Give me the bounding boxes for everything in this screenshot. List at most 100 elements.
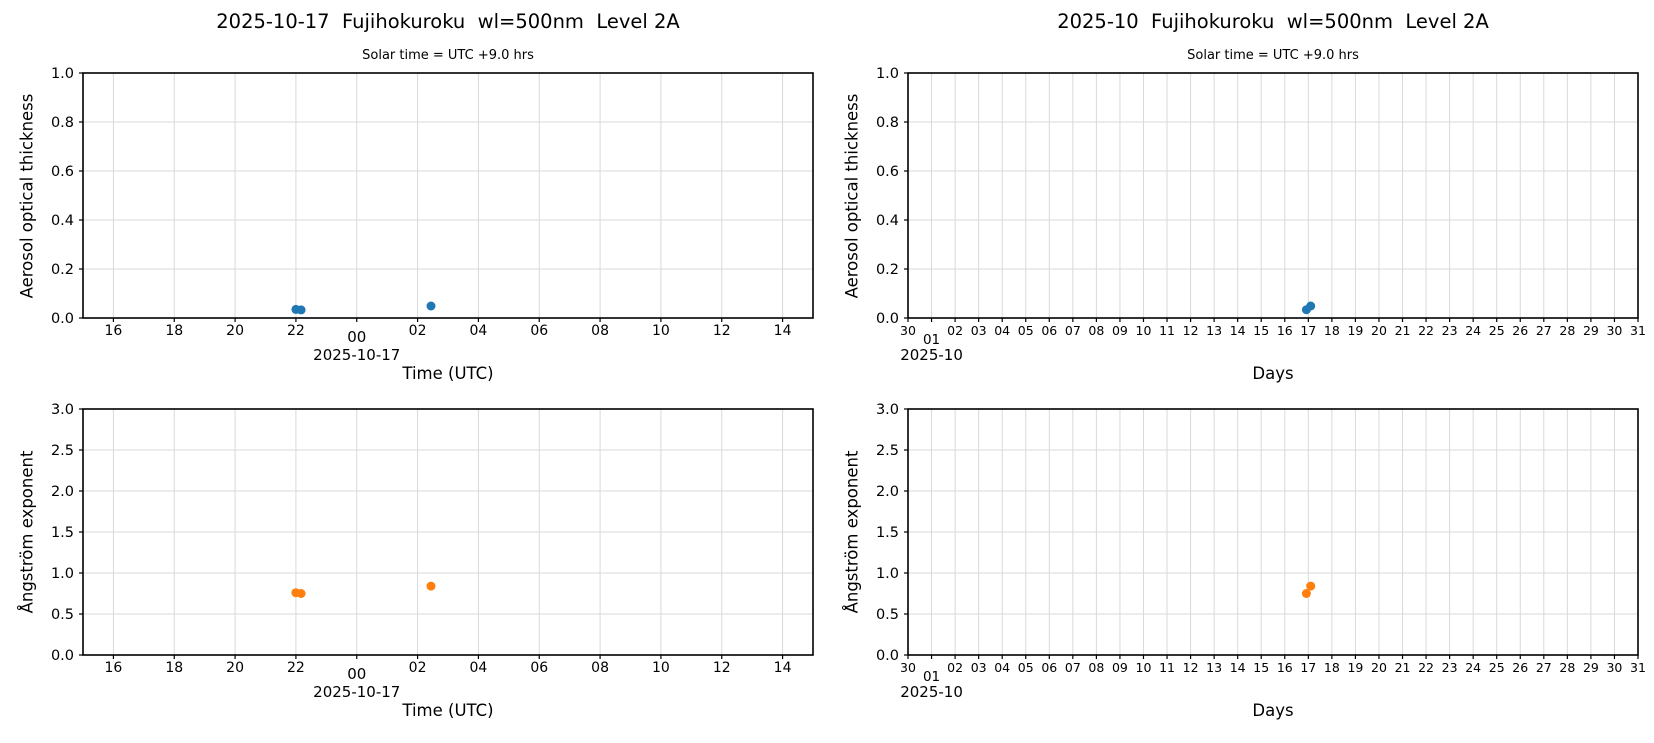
svg-text:1.0: 1.0 [876,66,899,82]
svg-text:18: 18 [165,323,183,339]
svg-text:22: 22 [287,323,305,339]
svg-text:0.8: 0.8 [51,115,74,131]
axis-tick-labels: 30 01 02 03 04 05 06 07 08 09 10 11 12 13 14 15 16 17 18 19… [876,402,1646,701]
svg-text:13: 13 [1206,323,1222,338]
data-points [1301,301,1316,315]
plot-border [907,408,1639,656]
svg-text:26: 26 [1512,323,1528,338]
svg-text:14: 14 [1230,660,1246,675]
svg-text:0.8: 0.8 [876,115,899,131]
svg-text:2.5: 2.5 [51,443,74,459]
svg-text:1.0: 1.0 [51,566,74,582]
svg-text:11: 11 [1159,660,1175,675]
svg-text:04: 04 [470,660,488,676]
x-axis-label: Time (UTC) [402,364,494,383]
svg-text:28: 28 [1559,323,1575,338]
svg-text:21: 21 [1395,660,1411,675]
svg-text:18: 18 [1324,323,1340,338]
svg-text:31: 31 [1630,660,1646,675]
svg-text:19: 19 [1347,660,1363,675]
grid-lines [907,72,1639,319]
svg-text:08: 08 [591,323,609,339]
plot-area-aot-daily: 16 18 20 22 00 02 04 06 08 10 12 14 0.0 0.2 0.4 0.6 0.8 1… [51,66,814,364]
data-points [291,581,436,598]
svg-text:30: 30 [900,660,916,675]
plot-area-angstrom-monthly: 30 01 02 03 04 05 06 07 08 09 10 11 12 13 14 15 16 17 18 19… [876,402,1646,701]
svg-text:25: 25 [1489,660,1505,675]
svg-text:02: 02 [947,660,963,675]
svg-text:20: 20 [1371,323,1387,338]
svg-text:22: 22 [1418,660,1434,675]
axis-tick-marks [904,408,1639,659]
svg-text:20: 20 [1371,660,1387,675]
svg-text:15: 15 [1253,660,1269,675]
x-axis-label: Days [1252,364,1294,383]
svg-text:0.6: 0.6 [51,164,74,180]
data-point [1306,301,1316,311]
svg-text:31: 31 [1630,323,1646,338]
svg-text:10: 10 [652,323,670,339]
plot-area-angstrom-daily: 16 18 20 22 00 02 04 06 08 10 12 14 0.0 0.5 1.0 1.5 2.0 2… [51,402,814,701]
data-point [296,305,306,315]
axis-tick-labels: 16 18 20 22 00 02 04 06 08 10 12 14 0.0 0.2 0.4 0.6 0.8 1… [51,66,792,364]
data-point [1306,581,1316,591]
svg-text:12: 12 [1183,323,1199,338]
svg-text:13: 13 [1206,660,1222,675]
svg-text:01: 01 [923,332,940,348]
svg-text:29: 29 [1583,660,1599,675]
svg-text:26: 26 [1512,660,1528,675]
svg-text:24: 24 [1465,660,1481,675]
svg-text:3.0: 3.0 [51,402,74,418]
svg-text:10: 10 [1136,660,1152,675]
y-axis-label: Ångström exponent [842,450,862,614]
plot-title: 2025-10-17 Fujihokuroku wl=500nm Level 2… [216,10,680,33]
data-points [1301,581,1316,598]
svg-text:30: 30 [900,323,916,338]
axis-tick-labels: 16 18 20 22 00 02 04 06 08 10 12 14 0.0 0.5 1.0 1.5 2.0 2… [51,402,792,701]
svg-text:2025-10: 2025-10 [900,346,963,364]
x-axis-label: Days [1252,701,1294,720]
plot-area-aot-monthly: 30 01 02 03 04 05 06 07 08 09 10 11 12 13 14 15 16 17 18 19… [876,66,1646,364]
svg-text:07: 07 [1065,323,1081,338]
svg-text:23: 23 [1442,323,1458,338]
svg-text:1.5: 1.5 [51,525,74,541]
grid-lines [907,408,1639,656]
svg-text:05: 05 [1018,323,1034,338]
axis-tick-marks [79,72,784,322]
svg-text:02: 02 [409,660,427,676]
plot-subtitle: Solar time = UTC +9.0 hrs [362,48,534,63]
plot-border [82,408,814,656]
svg-text:17: 17 [1300,660,1316,675]
svg-text:18: 18 [1324,660,1340,675]
svg-text:2025-10-17: 2025-10-17 [313,346,400,364]
data-point [1301,589,1311,598]
plot-border [82,72,814,319]
svg-text:21: 21 [1395,323,1411,338]
svg-text:2025-10: 2025-10 [900,683,963,701]
x-axis-label: Time (UTC) [402,701,494,720]
svg-text:22: 22 [1418,323,1434,338]
svg-text:14: 14 [774,323,792,339]
svg-text:19: 19 [1347,323,1363,338]
svg-text:0.0: 0.0 [51,648,74,664]
svg-text:20: 20 [226,660,244,676]
svg-text:02: 02 [947,323,963,338]
grid-lines [83,72,813,319]
svg-text:16: 16 [1277,660,1293,675]
svg-text:00: 00 [347,328,366,346]
svg-text:0.5: 0.5 [51,607,74,623]
svg-text:30: 30 [1606,660,1622,675]
svg-text:0.5: 0.5 [876,607,899,623]
svg-text:04: 04 [470,323,488,339]
svg-text:2025-10-17: 2025-10-17 [313,683,400,701]
data-point [291,588,301,598]
svg-text:16: 16 [1277,323,1293,338]
svg-text:03: 03 [971,660,987,675]
y-axis-label: Aerosol optical thickness [17,93,37,298]
y-axis-label: Ångström exponent [17,450,37,614]
svg-text:00: 00 [347,665,366,683]
svg-text:01: 01 [923,669,940,685]
